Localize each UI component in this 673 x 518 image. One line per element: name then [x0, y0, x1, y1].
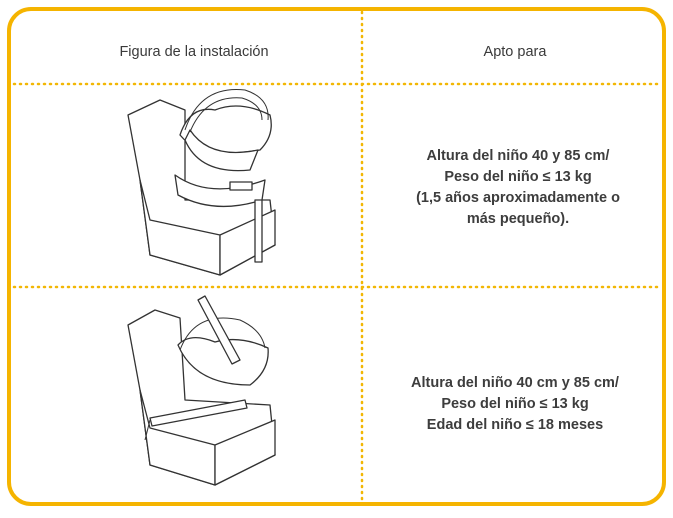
- header: Apto para: [484, 44, 548, 60]
- text-line: Peso del niño ≤ 13 kg: [444, 169, 591, 185]
- frame: [7, 7, 666, 506]
- cell-text: Altura del niño 40 y 85 cm/ Peso del niñ…: [416, 148, 620, 227]
- text-line: Peso del niño ≤ 13 kg: [441, 396, 588, 412]
- installation-figure: [127, 89, 276, 276]
- text-line: Altura del niño 40 y 85 cm/: [427, 148, 610, 164]
- text-line: Altura del niño 40 cm y 85 cm/: [411, 375, 619, 391]
- cell-text: Altura del niño 40 cm y 85 cm/ Peso del …: [411, 375, 619, 433]
- installation-figure: [127, 295, 276, 486]
- text-line: más pequeño).: [467, 211, 569, 227]
- header: Figura de la instalación: [119, 44, 268, 60]
- text-line: Edad del niño ≤ 18 meses: [427, 417, 603, 433]
- text-line: (1,5 años aproximadamente o: [416, 190, 620, 206]
